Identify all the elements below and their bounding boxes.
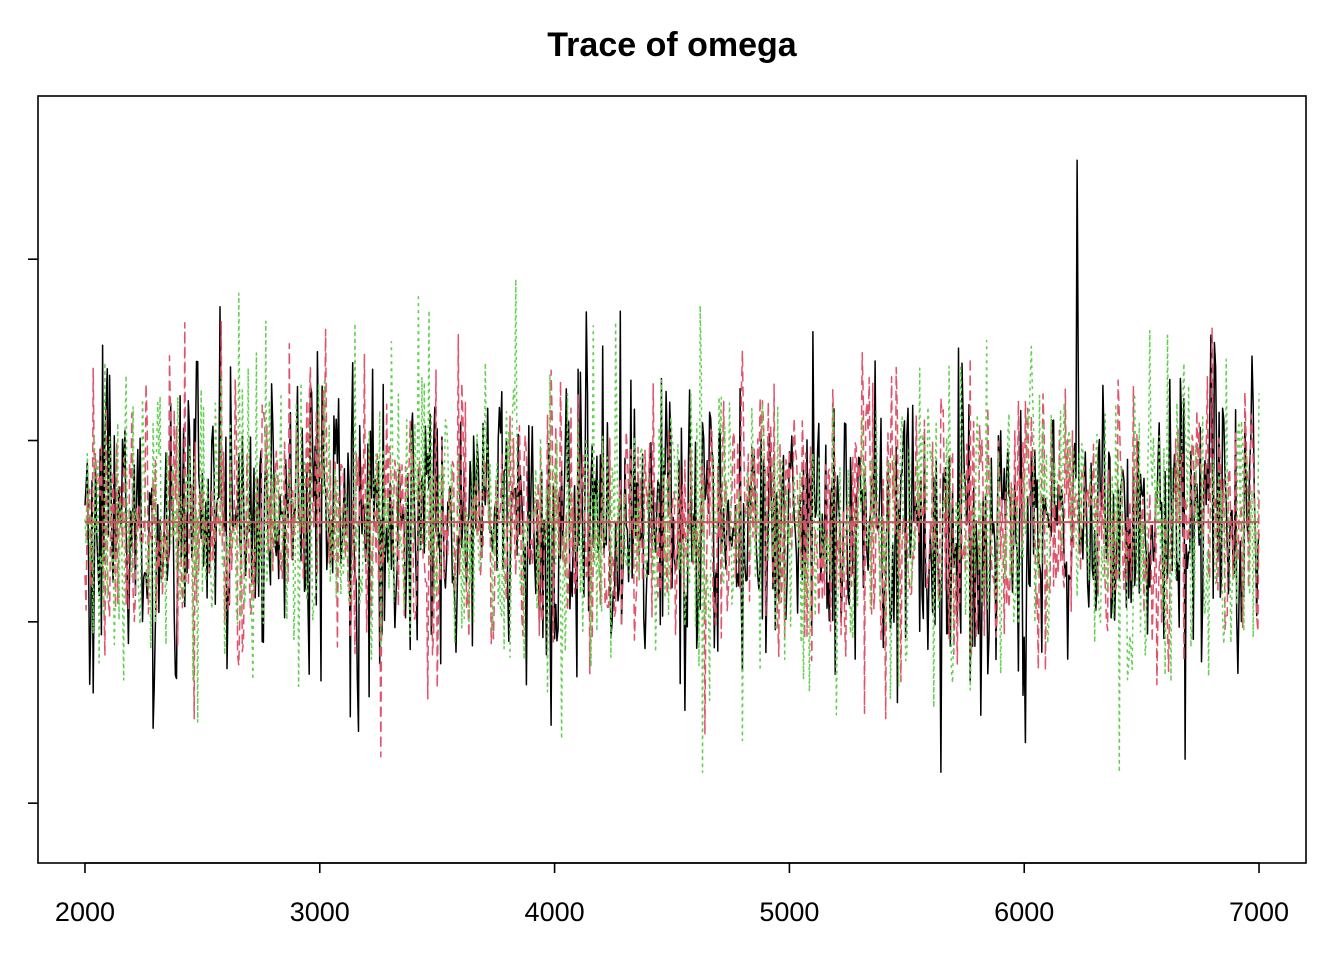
chart-title: Trace of omega: [547, 26, 797, 64]
chain-2-trace: [84, 320, 1260, 758]
x-tick-label: 6000: [994, 897, 1054, 927]
x-tick-label: 2000: [55, 897, 115, 927]
x-tick-label: 5000: [759, 897, 819, 927]
chain-1-trace: [84, 159, 1260, 774]
x-tick-label: 3000: [290, 897, 350, 927]
chain-traces: [84, 159, 1260, 774]
chain-3-trace: [84, 278, 1260, 774]
x-tick-label: 4000: [525, 897, 585, 927]
x-tick-label: 7000: [1229, 897, 1289, 927]
y-axis: [28, 258, 38, 804]
plot-box: [37, 95, 1307, 864]
x-axis: 2000 3000 4000 5000 6000 7000: [55, 862, 1289, 927]
